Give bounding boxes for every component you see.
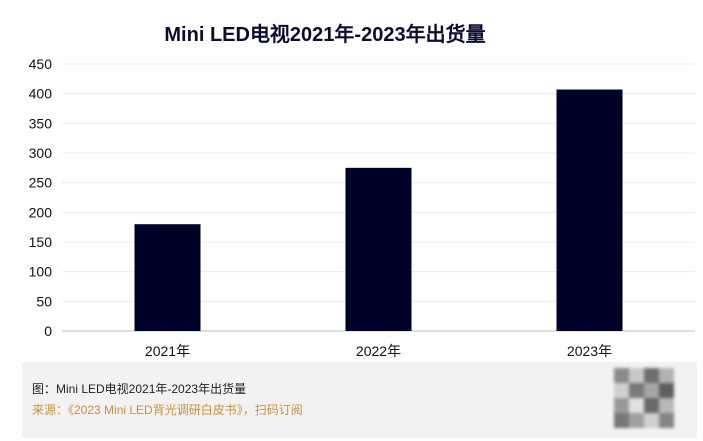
y-tick-label: 100: [29, 264, 53, 280]
y-tick-label: 350: [29, 115, 53, 131]
chart-plot-area: 0 50 100 150 200 250 300 350 400 450 2021年 2022年 202…: [29, 56, 695, 359]
y-tick-label: 200: [29, 204, 53, 220]
qr-cell: [659, 368, 674, 383]
x-tick-label: 2021年: [145, 343, 190, 359]
qr-cell: [629, 413, 644, 428]
qr-cell: [614, 383, 629, 398]
qr-cell: [629, 368, 644, 383]
qr-cell: [629, 398, 644, 413]
qr-cell: [614, 398, 629, 413]
bar: [134, 224, 201, 331]
qr-cell: [659, 383, 674, 398]
qr-cell: [614, 368, 629, 383]
qr-cell: [629, 383, 644, 398]
figure-caption: 图：Mini LED电视2021年-2023年出货量: [32, 382, 247, 396]
y-tick-label: 0: [44, 323, 52, 339]
chart-footer: 图：Mini LED电视2021年-2023年出货量 来源：《2023 Mini…: [22, 362, 697, 438]
qr-cell: [659, 398, 674, 413]
x-tick-label: 2022年: [356, 343, 401, 359]
source-link[interactable]: 来源：《2023 Mini LED背光调研白皮书》，扫码订阅: [32, 403, 303, 417]
chart: Mini LED电视2021年-2023年出货量 0 50 100 150 200 250…: [29, 24, 695, 359]
qr-cell: [644, 368, 659, 383]
bar: [556, 89, 623, 331]
qr-cell: [659, 413, 674, 428]
qr-cell: [614, 413, 629, 428]
y-tick-label: 450: [29, 56, 53, 72]
qr-cell: [644, 383, 659, 398]
bar: [345, 167, 412, 331]
chart-title: Mini LED电视2021年-2023年出货量: [164, 24, 486, 46]
y-tick-label: 300: [29, 145, 53, 161]
qr-cell: [644, 413, 659, 428]
y-tick-label: 400: [29, 86, 53, 102]
y-tick-label: 50: [36, 293, 52, 309]
y-tick-label: 150: [29, 234, 53, 250]
qr-code-icon[interactable]: [614, 368, 674, 428]
x-tick-label: 2023年: [567, 343, 612, 359]
y-tick-label: 250: [29, 175, 53, 191]
qr-cell: [644, 398, 659, 413]
